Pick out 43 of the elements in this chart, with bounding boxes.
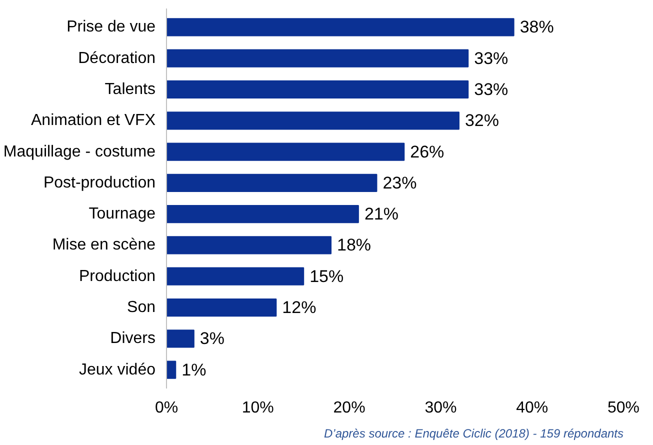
data-label: 21%	[364, 204, 398, 224]
y-tick-label: Divers	[110, 330, 156, 348]
y-tick-label: Production	[79, 268, 156, 285]
bar	[166, 142, 405, 161]
y-tick-label: Tournage	[88, 206, 156, 223]
bar	[166, 330, 194, 348]
data-label: 18%	[337, 236, 372, 255]
bar	[166, 267, 304, 286]
x-tick-label: 0%	[154, 400, 178, 416]
data-label: 26%	[410, 142, 444, 162]
bar	[166, 80, 469, 99]
data-label: 1%	[182, 360, 206, 380]
data-label: 12%	[282, 298, 316, 318]
data-label: 15%	[310, 266, 344, 286]
y-tick-label: Prise de vue	[66, 18, 156, 36]
bar	[166, 236, 332, 254]
bar	[166, 112, 460, 130]
y-tick-label: Son	[127, 299, 156, 316]
data-label: 38%	[520, 18, 554, 37]
y-tick-label: Maquillage - costume	[3, 143, 156, 160]
data-label: 33%	[474, 48, 508, 68]
x-tick-label: 50%	[607, 400, 640, 416]
bar	[166, 298, 277, 317]
x-tick-label: 10%	[242, 400, 274, 416]
bar	[166, 174, 378, 192]
data-label: 3%	[200, 329, 224, 348]
x-tick-label: 20%	[333, 400, 366, 416]
y-tick-label: Jeux vidéo	[79, 361, 156, 378]
x-tick-label: 30%	[424, 400, 457, 416]
y-tick-label: Mise en scène	[52, 236, 156, 254]
bar	[166, 205, 359, 224]
y-tick-label: Décoration	[78, 50, 156, 67]
x-tick-label: 40%	[516, 400, 548, 416]
y-tick-label: Talents	[104, 80, 156, 98]
bar	[166, 360, 176, 379]
text: D’après source : Enquête Ciclic (2018) - 159 répondants	[324, 426, 624, 440]
y-tick-label: Post-production	[43, 174, 156, 192]
bar	[166, 49, 469, 68]
data-label: 23%	[382, 173, 417, 192]
data-label: 33%	[474, 80, 508, 99]
data-label: 32%	[464, 111, 500, 130]
bar	[166, 18, 514, 36]
y-tick-label: Animation et VFX	[31, 112, 156, 130]
